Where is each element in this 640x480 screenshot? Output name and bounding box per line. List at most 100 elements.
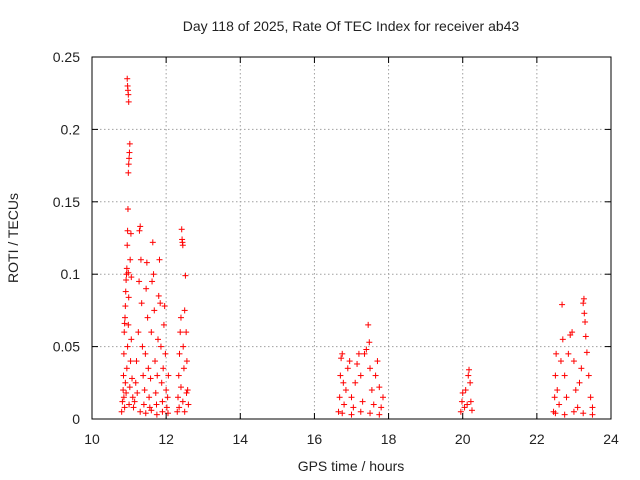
data-point <box>184 387 191 394</box>
data-point <box>585 372 592 379</box>
data-point <box>125 98 132 105</box>
data-point <box>559 301 566 308</box>
data-point <box>156 256 163 263</box>
data-point <box>466 366 473 373</box>
data-point <box>183 358 190 365</box>
data-point <box>553 350 560 357</box>
data-point <box>580 295 587 302</box>
data-point <box>165 372 172 379</box>
x-tick-label: 22 <box>529 431 545 447</box>
x-tick-label: 16 <box>307 431 323 447</box>
x-tick-label: 24 <box>603 431 619 447</box>
data-point <box>557 358 564 365</box>
data-point <box>133 358 140 365</box>
data-point <box>162 350 169 357</box>
data-point <box>125 161 132 168</box>
data-point <box>124 206 131 213</box>
data-point <box>589 404 596 411</box>
data-point <box>338 355 345 362</box>
data-point <box>127 358 134 365</box>
data-point <box>155 292 162 299</box>
data-point <box>350 404 357 411</box>
data-point <box>161 303 168 310</box>
data-point <box>376 411 383 418</box>
data-point <box>131 398 138 405</box>
grid <box>92 57 611 419</box>
data-point <box>468 407 475 414</box>
data-point <box>339 410 346 417</box>
data-point <box>578 365 585 372</box>
data-point <box>551 394 558 401</box>
data-point <box>136 227 143 234</box>
data-point <box>120 387 127 394</box>
data-point <box>153 401 160 408</box>
data-point <box>125 321 132 328</box>
data-point <box>556 401 563 408</box>
data-point <box>179 398 186 405</box>
data-point <box>154 372 161 379</box>
data-point <box>348 394 355 401</box>
data-point <box>180 343 187 350</box>
x-axis-label: GPS time / hours <box>298 458 405 474</box>
data-point <box>119 398 126 405</box>
data-point <box>128 336 135 343</box>
data-point <box>124 343 131 350</box>
data-point <box>124 227 131 234</box>
data-point <box>149 278 156 285</box>
data-point <box>130 404 137 411</box>
chart-title: Day 118 of 2025, Rate Of TEC Index for r… <box>183 18 520 34</box>
data-point <box>183 329 190 336</box>
data-point <box>587 394 594 401</box>
data-point <box>337 372 344 379</box>
data-point <box>164 394 171 401</box>
data-point <box>125 169 132 176</box>
data-point <box>124 242 131 249</box>
data-point <box>123 365 130 372</box>
data-point <box>380 394 387 401</box>
data-point <box>157 343 164 350</box>
data-point <box>120 372 127 379</box>
data-point <box>147 375 154 382</box>
data-point <box>348 411 355 418</box>
data-point <box>152 358 159 365</box>
data-point <box>125 91 132 98</box>
x-tick-label: 20 <box>455 431 471 447</box>
data-point <box>459 389 466 396</box>
data-point <box>126 149 133 156</box>
data-point <box>125 294 132 301</box>
data-point <box>123 389 130 396</box>
data-point <box>563 394 570 401</box>
data-point <box>142 410 149 417</box>
data-point <box>580 300 587 307</box>
data-point <box>361 350 368 357</box>
data-point <box>128 274 135 281</box>
data-point <box>559 336 566 343</box>
data-point <box>572 387 579 394</box>
data-point <box>132 379 139 386</box>
x-tick-label: 14 <box>232 431 248 447</box>
data-point <box>179 242 186 249</box>
data-point <box>127 230 134 237</box>
data-point <box>137 256 144 263</box>
data-point <box>134 389 141 396</box>
data-point <box>370 401 377 408</box>
data-point <box>554 387 561 394</box>
data-points <box>118 75 596 418</box>
data-point <box>357 408 364 415</box>
data-point <box>181 307 188 314</box>
data-point <box>552 372 559 379</box>
y-tick-labels: 0 0.05 0.1 0.15 0.2 0.25 <box>53 49 80 427</box>
data-point <box>123 265 130 272</box>
data-point <box>357 372 364 379</box>
data-point <box>583 349 590 356</box>
data-point <box>561 411 568 418</box>
data-point <box>154 336 161 343</box>
data-point <box>122 303 129 310</box>
x-tick-label: 18 <box>381 431 397 447</box>
data-point <box>118 408 125 415</box>
data-point <box>177 384 184 391</box>
data-point <box>368 387 375 394</box>
data-point <box>174 408 181 415</box>
data-point <box>145 365 152 372</box>
